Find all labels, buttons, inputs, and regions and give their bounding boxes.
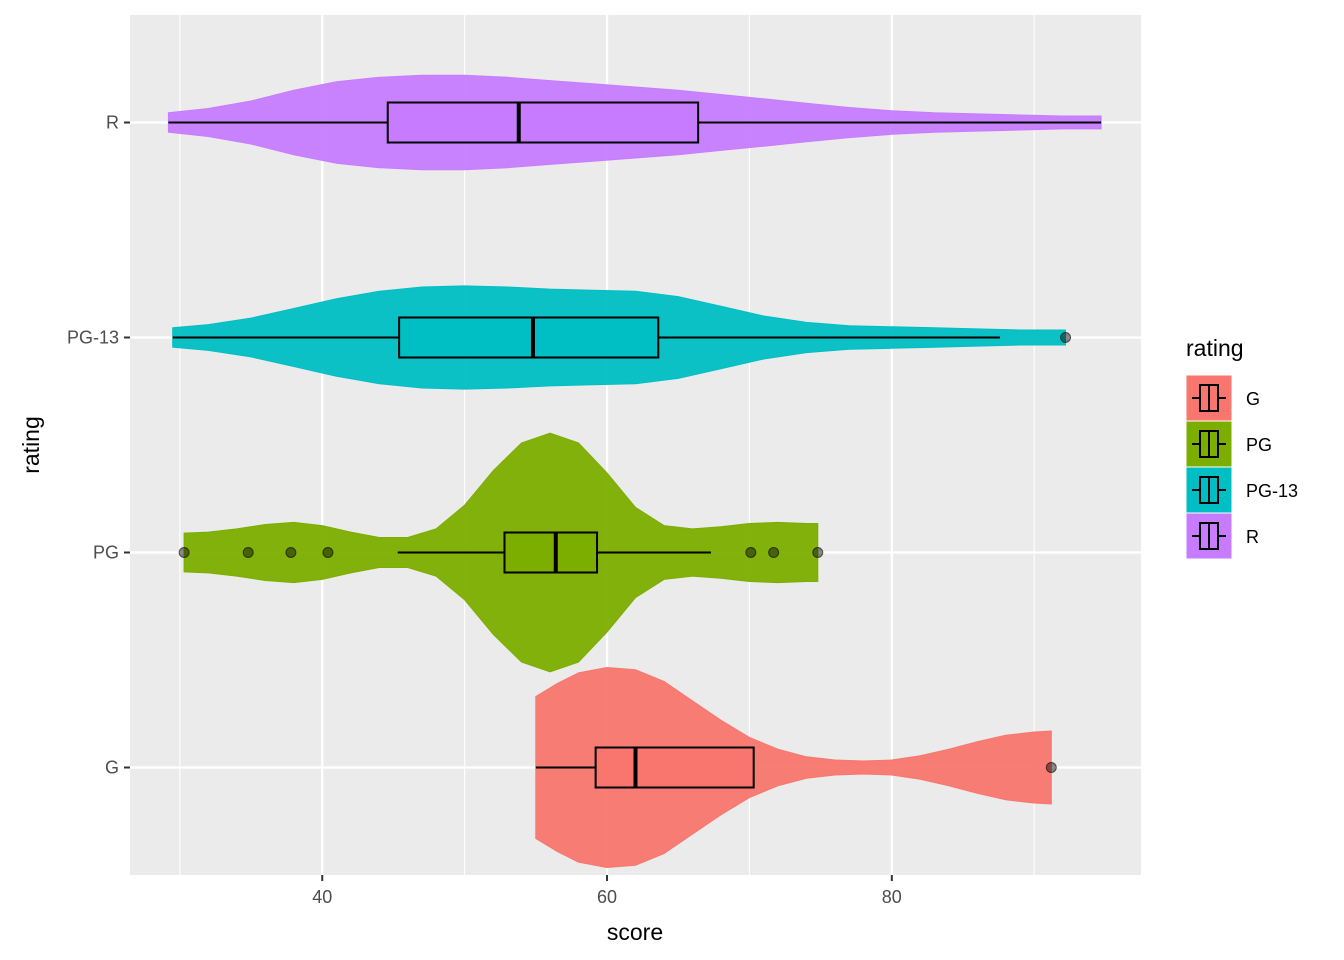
box-iqr	[503, 531, 599, 574]
x-tick-label: 40	[312, 887, 332, 907]
outlier-point	[1045, 762, 1057, 773]
legend-label: PG-13	[1246, 481, 1298, 501]
y-tick-label: G	[105, 758, 119, 778]
outlier-point	[285, 547, 297, 558]
outlier-point	[812, 547, 824, 558]
legend-item: R	[1185, 512, 1259, 560]
y-axis-title: rating	[18, 416, 44, 474]
outlier-point	[745, 547, 757, 558]
outlier-point	[1060, 332, 1072, 343]
violins	[167, 74, 1102, 869]
box-iqr	[594, 746, 755, 789]
box-iqr	[398, 316, 660, 359]
legend-item: PG	[1185, 420, 1272, 468]
violin-group	[167, 74, 1102, 171]
legend-item: G	[1185, 374, 1260, 422]
legend-title: rating	[1186, 335, 1244, 361]
legend-label: G	[1246, 389, 1260, 409]
axes: 40 60 80 G PG PG-13 R	[67, 113, 902, 908]
legend-label: R	[1246, 527, 1259, 547]
outlier-point	[768, 547, 780, 558]
violin-group	[172, 285, 1072, 390]
legend: rating G PG PG-13 R	[1185, 335, 1298, 560]
violin-group	[178, 432, 824, 673]
outlier-point	[242, 547, 254, 558]
x-axis-title: score	[607, 919, 663, 945]
box-iqr	[386, 101, 700, 144]
y-tick-label: PG-13	[67, 328, 119, 348]
y-tick-label: R	[106, 113, 119, 133]
y-tick-label: PG	[93, 543, 119, 563]
x-tick-label: 80	[882, 887, 902, 907]
outlier-point	[178, 547, 190, 558]
violin-shape	[535, 666, 1052, 869]
x-tick-label: 60	[597, 887, 617, 907]
outlier-point	[322, 547, 334, 558]
legend-item: PG-13	[1185, 466, 1298, 514]
violin-group	[535, 666, 1057, 869]
legend-label: PG	[1246, 435, 1272, 455]
